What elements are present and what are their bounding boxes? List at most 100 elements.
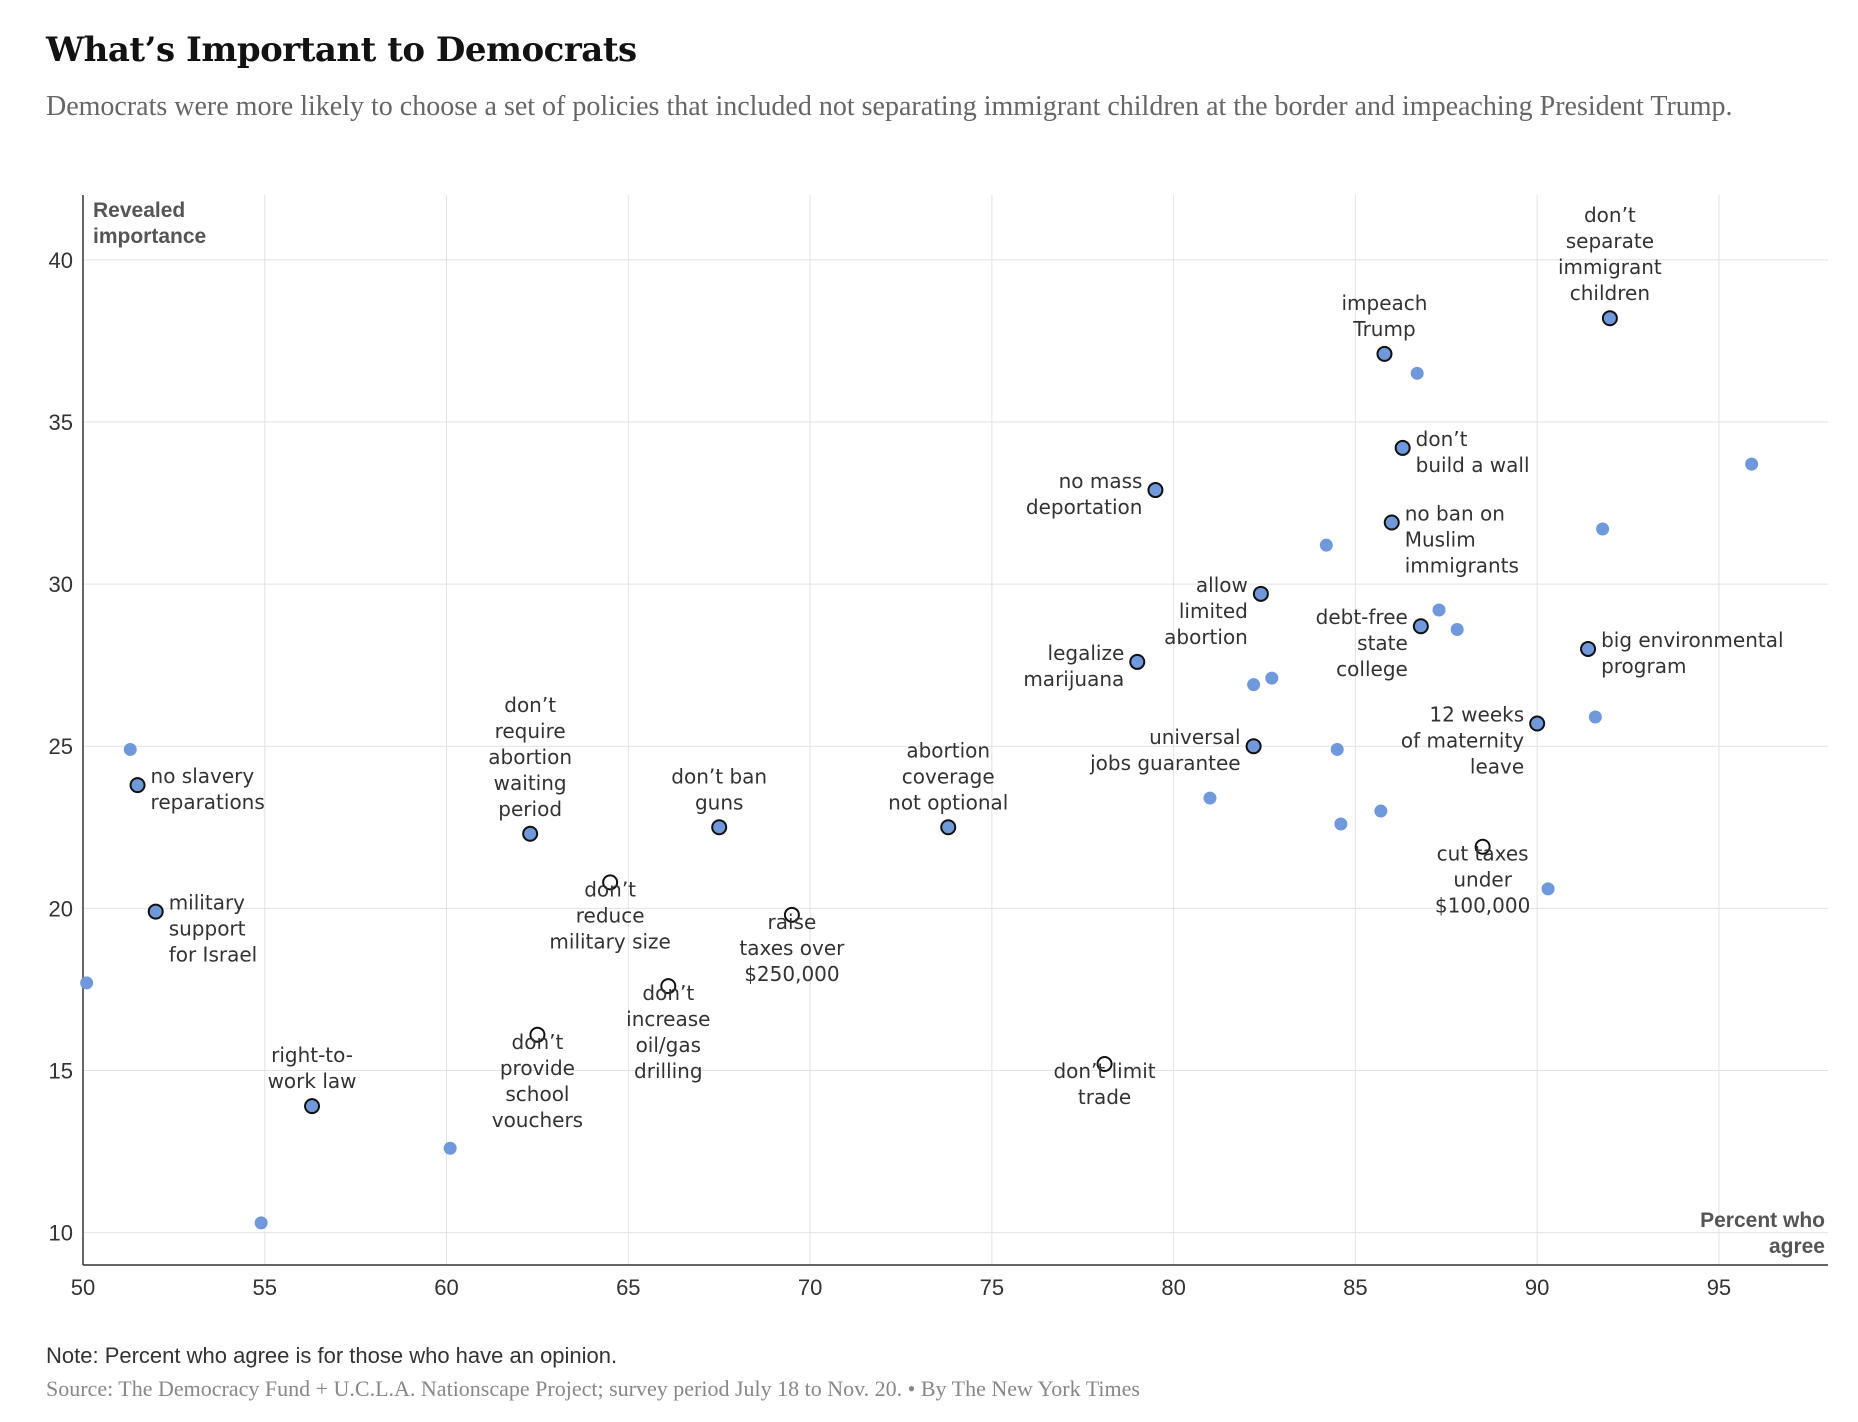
- y-axis-title: importance: [93, 225, 206, 248]
- y-tick-label: 15: [49, 1058, 73, 1083]
- data-label-line: provide: [500, 1056, 575, 1080]
- data-point-hollow: [529, 1026, 546, 1043]
- data-label-line: under: [1453, 868, 1512, 892]
- data-label: don’t ban guns: [671, 764, 767, 814]
- x-tick-label: 80: [1161, 1275, 1185, 1300]
- data-label-line: taxes over: [739, 936, 845, 960]
- data-label-line: state: [1357, 631, 1408, 655]
- data-label: don’t provide school vouchers: [492, 1030, 583, 1132]
- data-label-line: don’t: [504, 693, 556, 717]
- data-label-line: don’t ban: [671, 764, 767, 788]
- data-point-highlighted: [1580, 640, 1597, 657]
- data-label-line: abortion: [488, 745, 572, 769]
- data-label-line: require: [495, 719, 566, 743]
- x-axis-title: agree: [1769, 1235, 1825, 1258]
- data-label: universal jobs guarantee: [1089, 725, 1241, 775]
- axes: 50 55 60 65 70 75 80 85 90 95 10 15 20 25 30 35 40 Reveal…: [49, 195, 1828, 1300]
- data-label-line: military size: [549, 929, 670, 953]
- data-point: [1450, 622, 1464, 636]
- data-label-line: school: [505, 1082, 569, 1106]
- data-point-highlighted: [147, 903, 164, 920]
- data-label-line: separate: [1566, 229, 1654, 253]
- data-point-hollow: [783, 906, 800, 923]
- data-point-highlighted: [1529, 715, 1546, 732]
- data-points: [80, 310, 1759, 1230]
- data-label: legalize marijuana: [1023, 641, 1124, 691]
- data-label-line: right-to-: [271, 1043, 353, 1067]
- data-label-line: don’t: [1584, 203, 1636, 227]
- data-point-highlighted: [522, 825, 539, 842]
- data-point-hollow: [1096, 1055, 1113, 1072]
- data-label-line: coverage: [902, 764, 995, 788]
- x-tick-label: 70: [798, 1275, 822, 1300]
- x-tick-label: 65: [616, 1275, 640, 1300]
- data-label: big environmental program: [1601, 628, 1784, 678]
- y-tick-label: 25: [49, 734, 73, 759]
- x-tick-label: 95: [1707, 1275, 1731, 1300]
- data-point: [1410, 366, 1424, 380]
- data-point-hollow: [602, 874, 619, 891]
- data-point-highlighted: [1394, 439, 1411, 456]
- x-tick-label: 85: [1343, 1275, 1367, 1300]
- data-label-line: don’t: [584, 877, 636, 901]
- data-label: debt-free state college: [1316, 605, 1408, 681]
- data-label-line: limited: [1179, 599, 1248, 623]
- data-label-line: abortion: [1164, 625, 1248, 649]
- data-label-line: allow: [1196, 573, 1248, 597]
- data-point-hollow: [660, 978, 677, 995]
- scatter-chart: 50 55 60 65 70 75 80 85 90 95 10 15 20 25 30 35 40 Reveal…: [49, 195, 1828, 1300]
- data-label-line: don’t limit: [1053, 1059, 1155, 1083]
- data-label-line: no mass: [1059, 469, 1143, 493]
- data-label-line: universal: [1149, 725, 1241, 749]
- chart-subtitle: Democrats were more likely to choose a s…: [46, 91, 1733, 122]
- data-label-line: increase: [626, 1007, 710, 1031]
- data-label-line: cut taxes: [1437, 842, 1529, 866]
- data-label-line: big environmental: [1601, 628, 1784, 652]
- data-label-line: $100,000: [1435, 894, 1530, 918]
- data-point: [254, 1216, 268, 1230]
- x-tick-label: 60: [434, 1275, 458, 1300]
- chart-source: Source: The Democracy Fund + U.C.L.A. Na…: [46, 1376, 1140, 1401]
- data-label-line: jobs guarantee: [1089, 751, 1241, 775]
- data-label: no ban on Muslim immigrants: [1405, 501, 1519, 577]
- data-label-line: deportation: [1026, 495, 1143, 519]
- data-label-line: vouchers: [492, 1108, 583, 1132]
- data-point: [1745, 457, 1759, 471]
- data-label-line: leave: [1470, 755, 1524, 779]
- data-point-highlighted: [711, 819, 728, 836]
- data-label-line: for Israel: [169, 943, 258, 967]
- chart-title: What’s Important to Democrats: [46, 30, 637, 70]
- data-label-line: don’t: [1416, 427, 1468, 451]
- data-label-line: build a wall: [1416, 453, 1530, 477]
- data-label-line: college: [1336, 657, 1408, 681]
- data-point: [443, 1141, 457, 1155]
- data-label-line: impeach: [1341, 291, 1427, 315]
- x-tick-label: 75: [980, 1275, 1004, 1300]
- data-label-line: oil/gas: [636, 1033, 701, 1057]
- data-label-line: trade: [1078, 1085, 1131, 1109]
- data-point: [1432, 603, 1446, 617]
- data-label: impeach Trump: [1341, 291, 1427, 341]
- data-point-highlighted: [1129, 653, 1146, 670]
- data-label-line: military: [169, 891, 245, 915]
- data-label: right-to-work law: [268, 1043, 357, 1093]
- data-point-highlighted: [1383, 514, 1400, 531]
- data-point-highlighted: [1412, 618, 1429, 635]
- data-point-hollow: [1474, 838, 1491, 855]
- data-label-line: period: [498, 797, 562, 821]
- data-point-highlighted: [304, 1098, 321, 1115]
- data-label-line: of maternity: [1401, 729, 1524, 753]
- data-label-line: legalize: [1048, 641, 1125, 665]
- data-label-line: reduce: [576, 903, 645, 927]
- data-label: 12 weeks of maternity leave: [1401, 703, 1524, 779]
- data-point: [123, 742, 137, 756]
- data-label-line: immigrant: [1558, 255, 1662, 279]
- data-label-line: no slavery: [151, 764, 255, 788]
- data-label: allow limited abortion: [1164, 573, 1248, 649]
- data-label-line: don’t: [512, 1030, 564, 1054]
- chart-note: Note: Percent who agree is for those who…: [46, 1343, 618, 1368]
- data-point-highlighted: [1601, 310, 1618, 327]
- data-point-highlighted: [1252, 585, 1269, 602]
- data-label: don’t require abortion waiting period: [488, 693, 572, 821]
